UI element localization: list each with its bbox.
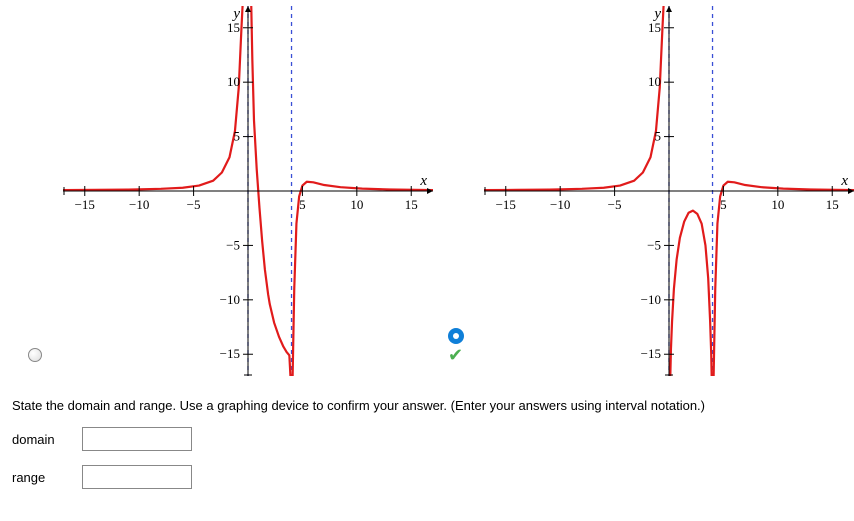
prompt-text: State the domain and range. Use a graphi… (12, 398, 854, 413)
svg-text:−15: −15 (220, 346, 240, 361)
svg-text:x: x (840, 173, 848, 189)
chart-left: −15−10−551015−15−10−551015xy (63, 6, 433, 376)
option-left-col (12, 348, 63, 376)
field-row-domain: domain (12, 427, 854, 451)
option-right-col: ✔ (433, 328, 484, 376)
svg-text:5: 5 (234, 129, 241, 144)
svg-text:−15: −15 (496, 197, 516, 212)
svg-text:10: 10 (771, 197, 784, 212)
radio-option-right[interactable] (448, 328, 464, 344)
check-icon: ✔ (448, 348, 463, 362)
svg-text:−10: −10 (129, 197, 149, 212)
domain-input[interactable] (82, 427, 192, 451)
field-label-range: range (12, 470, 82, 485)
chart-option-row: −15−10−551015−15−10−551015xy ✔ −15−10−55… (12, 6, 854, 376)
range-input[interactable] (82, 465, 192, 489)
chart-right: −15−10−551015−15−10−551015xy (484, 6, 854, 376)
svg-text:5: 5 (655, 129, 662, 144)
svg-text:−10: −10 (550, 197, 570, 212)
svg-text:y: y (652, 6, 661, 22)
svg-text:−5: −5 (608, 197, 622, 212)
chart-left-svg: −15−10−551015−15−10−551015xy (63, 6, 433, 376)
svg-text:x: x (419, 173, 427, 189)
field-row-range: range (12, 465, 854, 489)
svg-text:5: 5 (299, 197, 306, 212)
prompt-block: State the domain and range. Use a graphi… (12, 398, 854, 489)
svg-text:−5: −5 (226, 237, 240, 252)
svg-text:−15: −15 (641, 346, 661, 361)
svg-text:15: 15 (826, 197, 839, 212)
svg-text:15: 15 (405, 197, 418, 212)
svg-text:10: 10 (648, 74, 661, 89)
svg-text:10: 10 (227, 74, 240, 89)
svg-text:5: 5 (720, 197, 727, 212)
radio-option-left[interactable] (28, 348, 42, 362)
svg-text:−5: −5 (187, 197, 201, 212)
svg-text:−5: −5 (647, 237, 661, 252)
svg-text:−10: −10 (220, 292, 240, 307)
svg-text:−15: −15 (75, 197, 95, 212)
field-label-domain: domain (12, 432, 82, 447)
svg-text:15: 15 (227, 20, 240, 35)
svg-text:−10: −10 (641, 292, 661, 307)
svg-text:15: 15 (648, 20, 661, 35)
svg-text:10: 10 (350, 197, 363, 212)
svg-text:y: y (231, 6, 240, 22)
chart-right-svg: −15−10−551015−15−10−551015xy (484, 6, 854, 376)
